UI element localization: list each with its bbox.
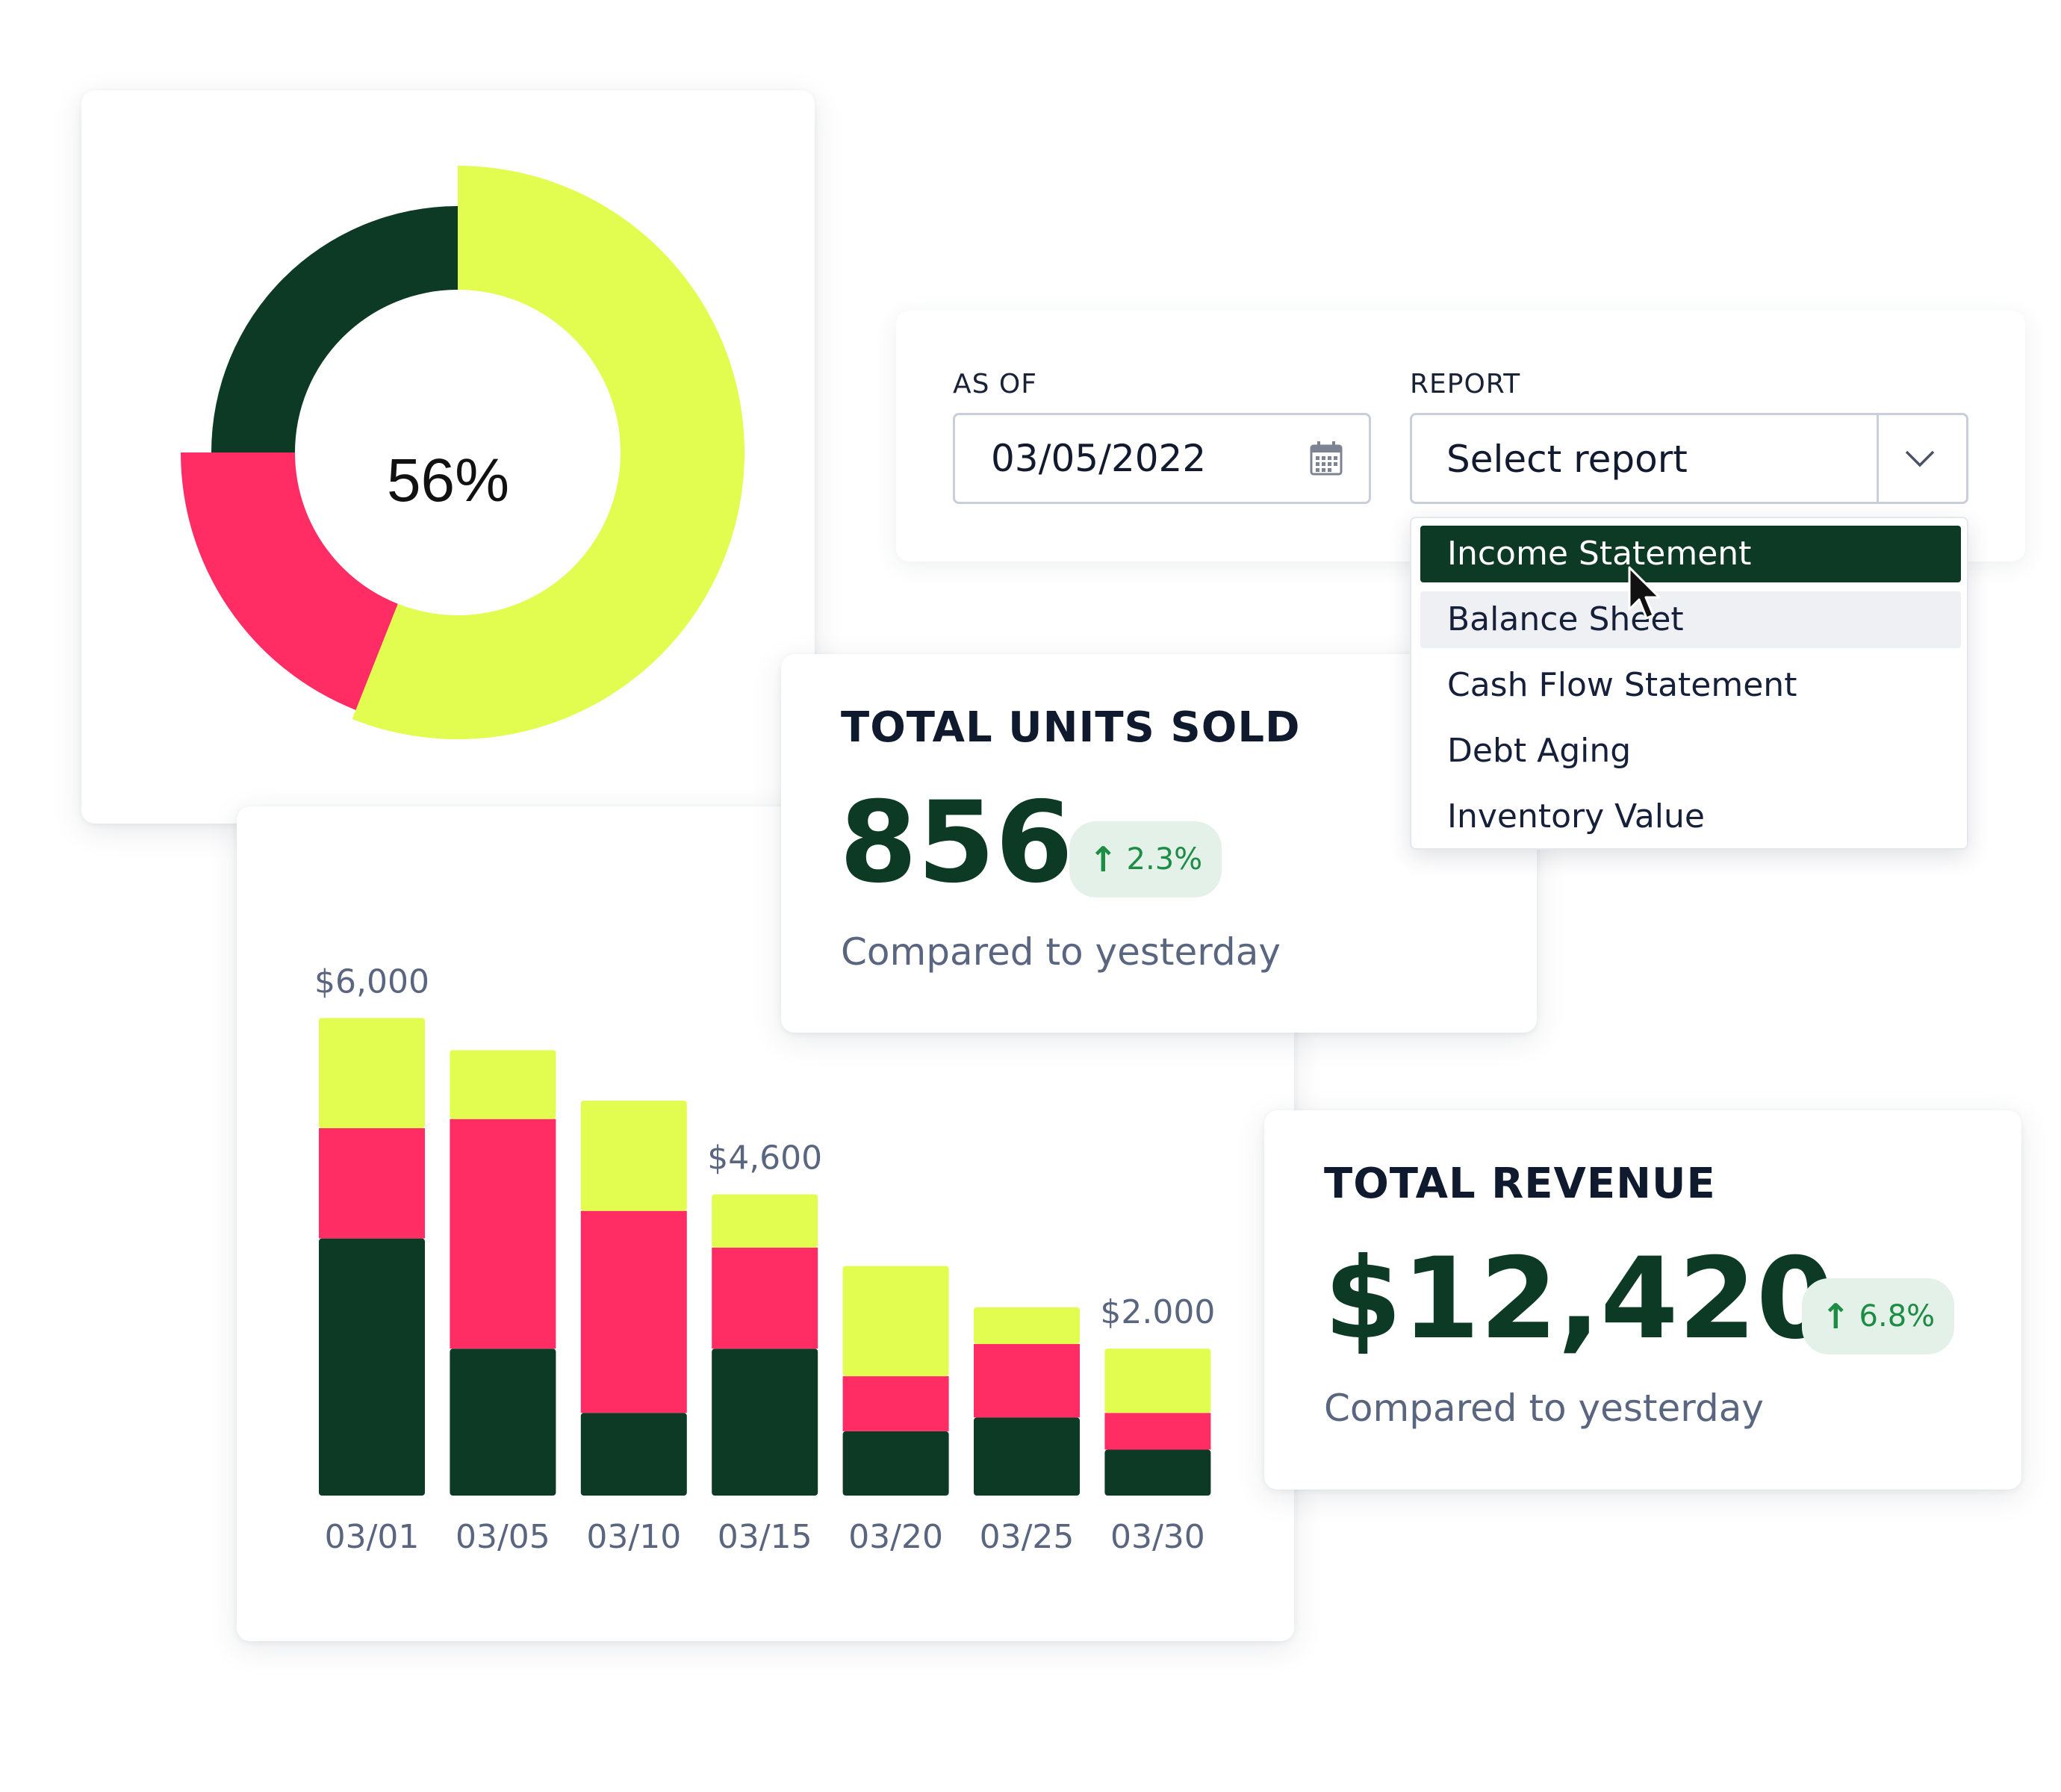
report-select[interactable]: Select report (1410, 413, 1968, 504)
dropdown-item-debt-aging[interactable]: Debt Aging (1447, 732, 1632, 770)
bar-segment (580, 1413, 687, 1496)
x-tick-label: 03/01 (325, 1518, 420, 1556)
bar-segment (712, 1247, 818, 1349)
units-change-value: 2.3% (1126, 842, 1203, 877)
bar-value-label: $4,600 (707, 1139, 822, 1177)
bar-segment (1104, 1413, 1211, 1450)
x-tick-label: 03/30 (1110, 1518, 1205, 1556)
revenue-title: TOTAL REVENUE (1324, 1160, 1716, 1208)
units-value: 856 (839, 778, 1074, 908)
donut-segment-lime (352, 166, 744, 739)
donut-segment-pink (181, 452, 398, 710)
x-tick-label: 03/05 (456, 1518, 550, 1556)
chevron-down-icon[interactable] (1902, 441, 1938, 476)
revenue-change-badge: ↑ 6.8% (1802, 1278, 1955, 1354)
bar-segment (842, 1376, 949, 1431)
donut-segment-dark (211, 206, 458, 452)
mouse-cursor-icon (1628, 566, 1661, 620)
bar-segment (842, 1266, 949, 1377)
units-title: TOTAL UNITS SOLD (841, 703, 1301, 752)
bar-segment (319, 1128, 425, 1239)
donut-chart (181, 166, 744, 739)
bar-value-label: $2.000 (1100, 1293, 1215, 1331)
date-input[interactable]: 03/05/2022 (953, 413, 1371, 504)
dropdown-item-inventory-value[interactable]: Inventory Value (1447, 797, 1705, 836)
x-tick-label: 03/15 (718, 1518, 812, 1556)
arrow-up-icon: ↑ (1089, 839, 1118, 880)
dropdown-item-cash-flow-statement[interactable]: Cash Flow Statement (1447, 666, 1797, 704)
dropdown-item-balance-sheet[interactable]: Balance Sheet (1420, 591, 1961, 648)
revenue-value: $12,420 (1324, 1234, 1835, 1364)
revenue-card: TOTAL REVENUE $12,420 ↑ 6.8% Compared to… (1264, 1110, 2021, 1490)
bar-segment (319, 1238, 425, 1496)
bar-segment (580, 1210, 687, 1413)
bar-value-label: $6,000 (314, 962, 429, 1001)
units-subtitle: Compared to yesterday (841, 930, 1281, 974)
dropdown-item-income-statement[interactable]: Income Statement (1420, 526, 1961, 582)
bar-segment (450, 1348, 556, 1496)
bar-segment (974, 1307, 1080, 1345)
bar-segment (1104, 1348, 1211, 1413)
date-value: 03/05/2022 (991, 437, 1207, 480)
bar-segment (319, 1018, 425, 1128)
bar-segment (974, 1417, 1080, 1496)
bar-segment (712, 1348, 818, 1496)
donut-chart-card: 56% (81, 90, 815, 824)
donut-percent-label: 56% (386, 447, 510, 514)
bar-chart-card: 03/01 $6,000 03/05 03/10 03/15 $4,600 03/20 03/… (237, 806, 1294, 1641)
report-dropdown-menu: Income Statement Balance Sheet Cash Flow… (1410, 517, 1968, 850)
stacked-bar-chart: 03/01 $6,000 03/05 03/10 03/15 $4,600 03/20 03/… (314, 962, 1215, 1556)
bar-segment (1104, 1449, 1211, 1496)
report-label: REPORT (1410, 369, 1521, 399)
bar-segment (580, 1101, 687, 1211)
arrow-up-icon: ↑ (1821, 1296, 1850, 1337)
x-tick-label: 03/25 (980, 1518, 1075, 1556)
bar-segment (450, 1119, 556, 1349)
x-tick-label: 03/10 (586, 1518, 681, 1556)
select-divider (1877, 415, 1879, 502)
bar-segment (842, 1431, 949, 1496)
as-of-label: AS OF (953, 369, 1037, 399)
bar-segment (712, 1194, 818, 1248)
bar-segment (450, 1050, 556, 1119)
revenue-subtitle: Compared to yesterday (1324, 1387, 1764, 1430)
calendar-icon[interactable] (1309, 441, 1343, 476)
units-change-badge: ↑ 2.3% (1069, 821, 1222, 897)
revenue-change-value: 6.8% (1859, 1299, 1936, 1334)
report-select-value: Select report (1446, 438, 1688, 481)
x-tick-label: 03/20 (848, 1518, 943, 1556)
bar-segment (974, 1344, 1080, 1418)
